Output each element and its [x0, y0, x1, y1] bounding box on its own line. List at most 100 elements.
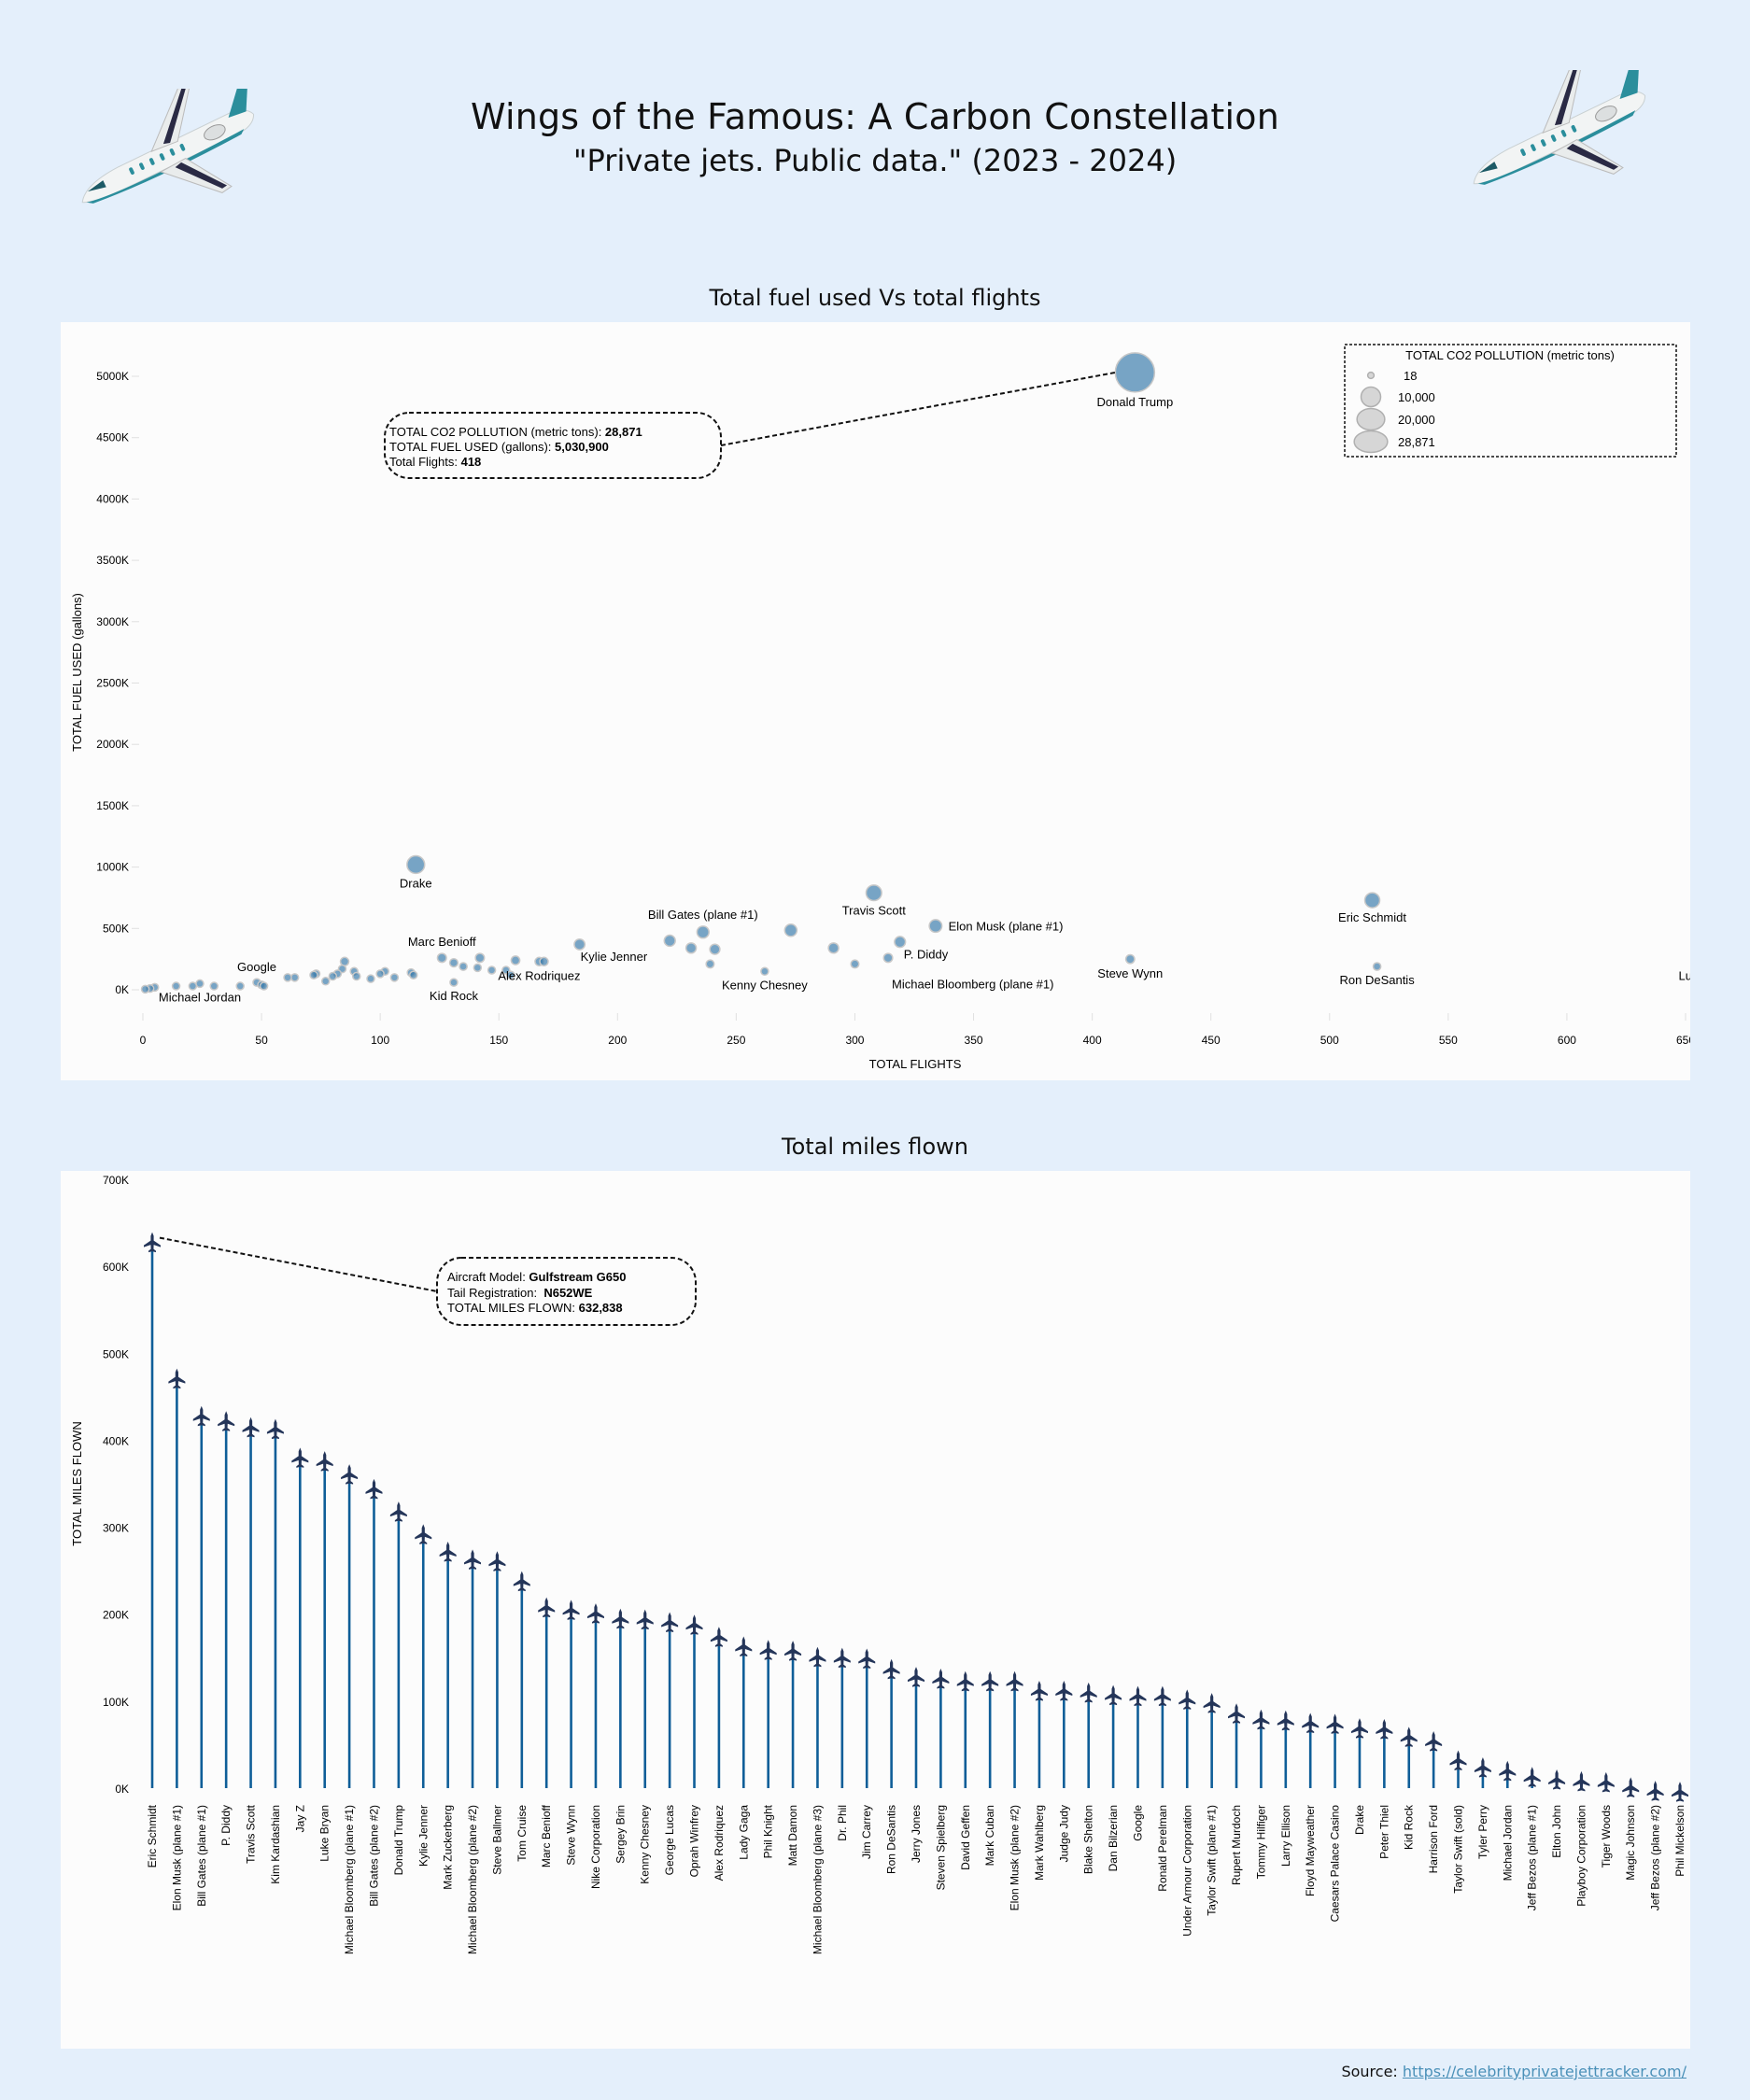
airplane-marker-icon[interactable]: [192, 1405, 210, 1427]
bubble-point[interactable]: [259, 981, 269, 991]
airplane-marker-icon[interactable]: [1672, 1782, 1688, 1802]
airplane-marker-icon[interactable]: [1055, 1681, 1073, 1701]
airplane-marker-icon[interactable]: [1499, 1760, 1517, 1782]
airplane-marker-icon[interactable]: [1548, 1769, 1566, 1790]
airplane-marker-icon[interactable]: [1080, 1682, 1097, 1703]
airplane-marker-icon[interactable]: [1523, 1767, 1541, 1787]
bubble-point[interactable]: [1363, 892, 1381, 909]
bubble-point[interactable]: [320, 977, 331, 986]
airplane-marker-icon[interactable]: [291, 1447, 309, 1468]
bubble-point[interactable]: [375, 969, 385, 979]
airplane-marker-icon[interactable]: [365, 1478, 383, 1500]
bubble-point[interactable]: [882, 952, 894, 964]
airplane-marker-icon[interactable]: [1006, 1670, 1023, 1692]
airplane-marker-icon[interactable]: [1597, 1771, 1615, 1793]
bubble-point[interactable]: [573, 937, 586, 951]
airplane-marker-icon[interactable]: [908, 1667, 924, 1687]
airplane-marker-icon[interactable]: [1030, 1681, 1048, 1701]
bubble-point[interactable]: [436, 952, 447, 964]
bubble-point[interactable]: [289, 973, 300, 982]
airplane-marker-icon[interactable]: [464, 1549, 482, 1570]
bubble-point[interactable]: [408, 970, 418, 980]
airplane-marker-icon[interactable]: [1376, 1719, 1393, 1740]
bubble-point[interactable]: [865, 884, 882, 902]
bubble-point[interactable]: [760, 966, 769, 977]
bubble-point[interactable]: [449, 978, 459, 987]
airplane-marker-icon[interactable]: [1228, 1703, 1246, 1724]
airplane-marker-icon[interactable]: [242, 1416, 260, 1438]
airplane-marker-icon[interactable]: [710, 1627, 727, 1647]
airplane-marker-icon[interactable]: [1277, 1710, 1294, 1731]
bubble-point[interactable]: [473, 963, 483, 973]
bubble-point[interactable]: [459, 962, 468, 971]
bubble-point[interactable]: [510, 955, 521, 965]
airplane-marker-icon[interactable]: [1449, 1750, 1467, 1771]
airplane-marker-icon[interactable]: [439, 1541, 457, 1562]
airplane-marker-icon[interactable]: [981, 1670, 999, 1692]
bubble-point[interactable]: [928, 919, 943, 934]
airplane-marker-icon[interactable]: [784, 1641, 802, 1661]
bubble-point[interactable]: [235, 981, 245, 991]
airplane-marker-icon[interactable]: [636, 1609, 654, 1630]
bubble-point[interactable]: [709, 943, 721, 955]
bubble-point[interactable]: [209, 981, 219, 991]
airplane-marker-icon[interactable]: [685, 1614, 703, 1635]
bubble-point[interactable]: [406, 854, 426, 875]
airplane-marker-icon[interactable]: [562, 1600, 580, 1620]
airplane-marker-icon[interactable]: [389, 1501, 407, 1522]
airplane-marker-icon[interactable]: [488, 1551, 506, 1571]
airplane-marker-icon[interactable]: [1646, 1781, 1664, 1801]
airplane-marker-icon[interactable]: [586, 1603, 604, 1624]
airplane-marker-icon[interactable]: [735, 1636, 753, 1657]
bubble-point[interactable]: [195, 979, 205, 989]
airplane-marker-icon[interactable]: [661, 1612, 679, 1632]
airplane-marker-icon[interactable]: [1622, 1777, 1640, 1797]
airplane-marker-icon[interactable]: [1400, 1727, 1418, 1747]
airplane-marker-icon[interactable]: [1425, 1731, 1443, 1752]
bubble-point[interactable]: [684, 942, 698, 954]
bubble-point[interactable]: [366, 974, 375, 983]
source-link[interactable]: https://celebrityprivatejettracker.com/: [1402, 2063, 1686, 2080]
bubble-point[interactable]: [351, 971, 361, 981]
airplane-marker-icon[interactable]: [1474, 1756, 1491, 1778]
airplane-marker-icon[interactable]: [1203, 1693, 1221, 1713]
bubble-point[interactable]: [474, 952, 486, 964]
airplane-marker-icon[interactable]: [882, 1658, 900, 1680]
bubble-point[interactable]: [283, 973, 292, 982]
airplane-marker-icon[interactable]: [415, 1524, 432, 1544]
airplane-marker-icon[interactable]: [759, 1640, 777, 1660]
airplane-marker-icon[interactable]: [858, 1648, 876, 1670]
airplane-marker-icon[interactable]: [513, 1571, 530, 1592]
airplane-marker-icon[interactable]: [1326, 1713, 1344, 1734]
airplane-marker-icon[interactable]: [809, 1646, 826, 1668]
airplane-marker-icon[interactable]: [956, 1670, 974, 1692]
airplane-marker-icon[interactable]: [612, 1608, 629, 1629]
airplane-marker-icon[interactable]: [316, 1451, 333, 1472]
airplane-marker-icon[interactable]: [341, 1464, 359, 1485]
bubble-point[interactable]: [1124, 953, 1136, 965]
airplane-marker-icon[interactable]: [144, 1232, 161, 1253]
airplane-marker-icon[interactable]: [538, 1597, 556, 1618]
airplane-marker-icon[interactable]: [1302, 1712, 1320, 1733]
airplane-marker-icon[interactable]: [218, 1411, 235, 1431]
airplane-marker-icon[interactable]: [1129, 1685, 1147, 1707]
bubble-point[interactable]: [894, 936, 907, 949]
airplane-marker-icon[interactable]: [1105, 1684, 1122, 1706]
bubble-point[interactable]: [171, 981, 181, 991]
bubble-point[interactable]: [783, 923, 798, 937]
bubble-point[interactable]: [339, 956, 350, 967]
bubble-point[interactable]: [850, 959, 860, 969]
bubble-point[interactable]: [140, 984, 150, 994]
bubble-point[interactable]: [705, 959, 715, 969]
airplane-marker-icon[interactable]: [168, 1368, 186, 1389]
bubble-point[interactable]: [539, 956, 549, 967]
airplane-marker-icon[interactable]: [833, 1647, 851, 1669]
airplane-marker-icon[interactable]: [1350, 1718, 1368, 1739]
bubble-point[interactable]: [827, 942, 840, 954]
airplane-marker-icon[interactable]: [1178, 1689, 1196, 1710]
bubble-point[interactable]: [328, 971, 338, 981]
bubble-point[interactable]: [448, 957, 459, 968]
bubble-point[interactable]: [1372, 962, 1382, 971]
bubble-point[interactable]: [1114, 352, 1156, 393]
airplane-marker-icon[interactable]: [932, 1668, 950, 1689]
